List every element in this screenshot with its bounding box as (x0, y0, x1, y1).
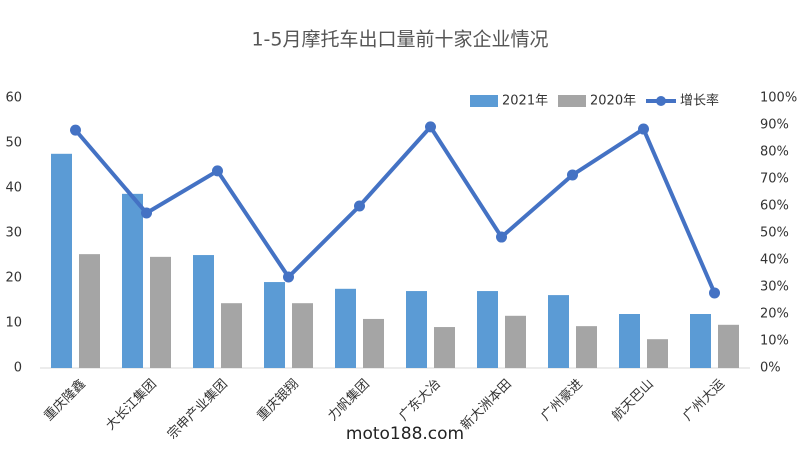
point (425, 121, 436, 133)
y2-tick-label: 30% (760, 280, 789, 295)
bar (477, 291, 498, 368)
point (212, 165, 223, 177)
y2-tick-label: 10% (760, 334, 789, 349)
y-tick-label: 40 (5, 181, 22, 196)
legend-swatch (470, 95, 498, 107)
bar (292, 303, 313, 368)
legend-swatch (558, 95, 586, 107)
y-tick-label: 30 (5, 226, 22, 241)
bar (335, 288, 356, 368)
point (141, 207, 152, 219)
legend-label: 2021年 (502, 94, 548, 109)
bar (406, 291, 427, 368)
y2-tick-label: 60% (760, 199, 789, 214)
chart-title: 1-5月摩托车出口量前十家企业情况 (251, 29, 548, 51)
point (496, 231, 507, 243)
bar (193, 255, 214, 368)
y2-tick-label: 100% (760, 91, 797, 106)
y2-tick-label: 0% (760, 361, 781, 376)
y2-tick-label: 90% (760, 118, 789, 133)
bar (434, 327, 455, 368)
point (70, 124, 81, 136)
y-tick-label: 20 (5, 271, 22, 286)
y2-tick-label: 40% (760, 253, 789, 268)
bar (619, 314, 640, 368)
y-tick-label: 50 (5, 136, 22, 151)
bar (576, 326, 597, 368)
bar (51, 153, 72, 368)
y2-tick-label: 50% (760, 226, 789, 241)
bar (690, 314, 711, 368)
bar (221, 303, 242, 368)
watermark: moto188.com (346, 424, 464, 444)
point (354, 200, 365, 212)
point (709, 287, 720, 299)
y2-tick-label: 20% (760, 307, 789, 322)
bar (363, 318, 384, 368)
bar (122, 193, 143, 368)
line (73, 123, 717, 294)
bar (647, 339, 668, 368)
legend-label: 增长率 (680, 93, 719, 109)
bar (718, 324, 739, 368)
y-tick-label: 10 (5, 316, 22, 331)
y2-tick-label: 80% (760, 145, 789, 160)
point (567, 169, 578, 181)
y-tick-label: 60 (5, 91, 22, 106)
legend-label: 2020年 (590, 94, 636, 109)
bar (264, 282, 285, 368)
bar (548, 295, 569, 368)
bar (150, 256, 171, 368)
point (283, 271, 294, 283)
y2-tick-label: 70% (760, 172, 789, 187)
y-tick-label: 0 (14, 361, 22, 376)
legend-swatch (656, 96, 666, 106)
point (638, 123, 649, 135)
bar (79, 254, 100, 368)
bar (505, 315, 526, 368)
